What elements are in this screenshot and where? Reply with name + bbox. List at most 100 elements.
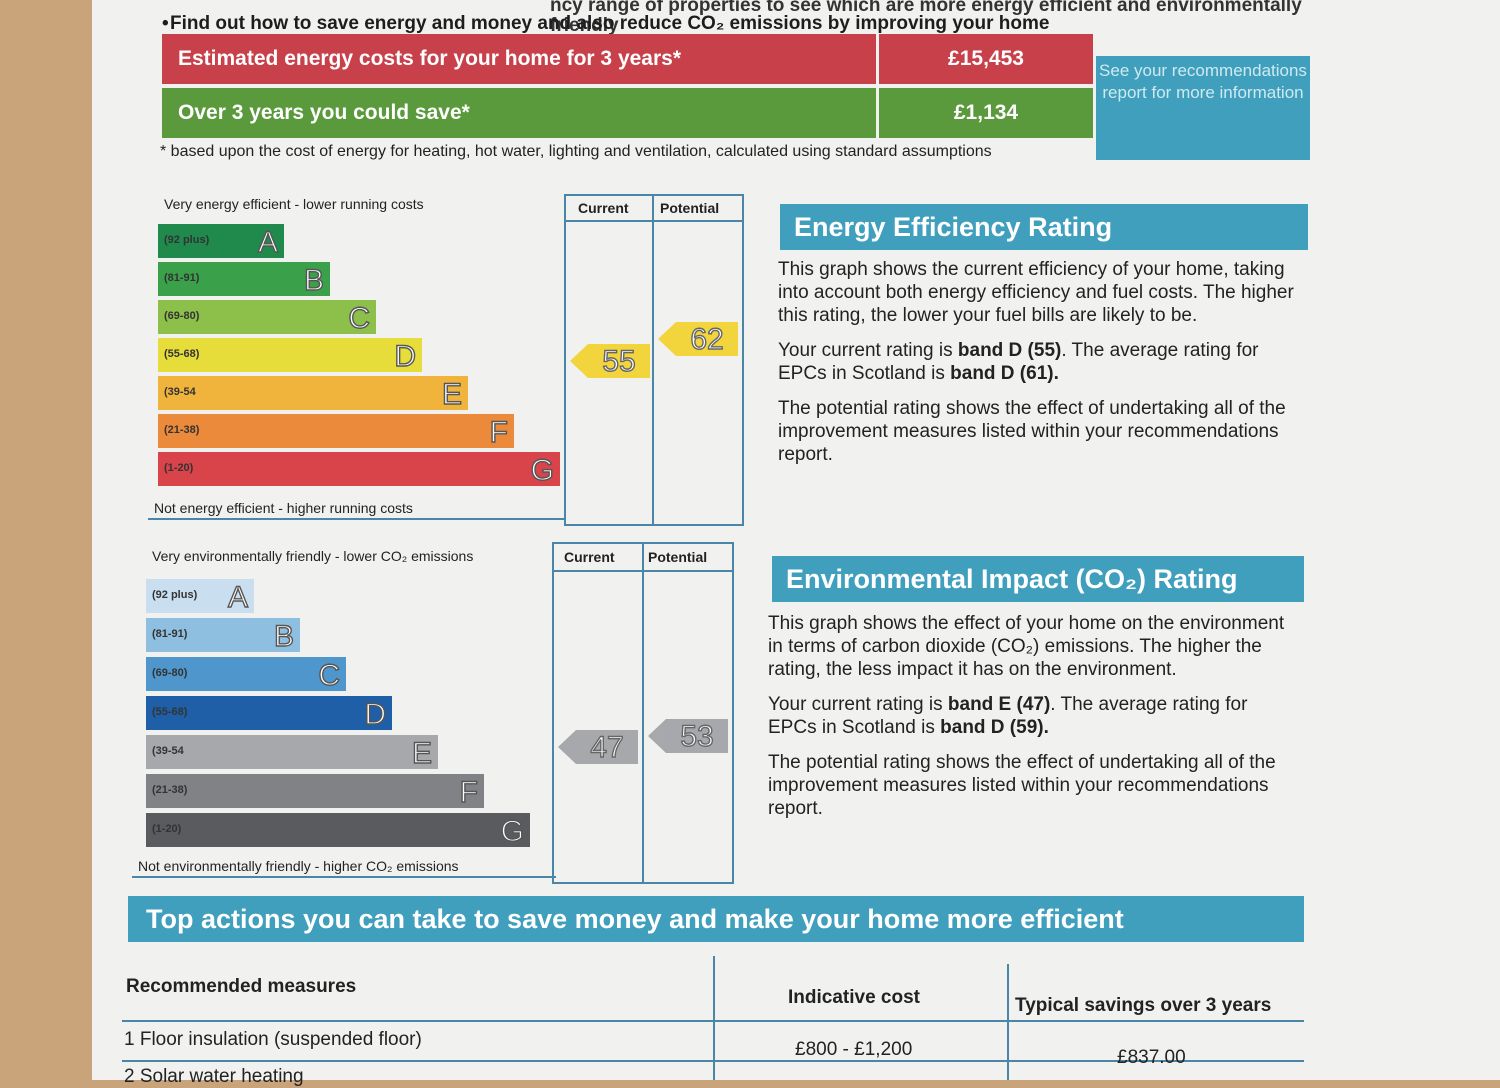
eir-current-band: band E (47)	[947, 694, 1051, 715]
co2-columns-box: Current Potential	[552, 542, 734, 884]
eir-paragraph-3: The potential rating shows the effect of…	[768, 752, 1276, 819]
eir-p2-mid: . The average rating for EPCs in Scotlan…	[768, 694, 1248, 738]
co2-band-e: (39-54 E	[146, 735, 438, 771]
table-divider-2	[1007, 964, 1009, 1080]
energy-chart-top-label: Very energy efficient - lower running co…	[164, 196, 424, 212]
savings-label: Over 3 years you could save*	[162, 88, 876, 138]
band-range-label: (55-68)	[152, 706, 188, 718]
energy-columns-divider	[652, 196, 654, 524]
intro-line: Find out how to save energy and money an…	[170, 13, 1050, 34]
band-letter: C	[348, 301, 371, 335]
energy-band-c: (69-80) C	[158, 300, 376, 336]
band-range-label: (92 plus)	[164, 234, 210, 246]
band-range-label: (1-20)	[164, 462, 194, 474]
eer-average-band: band D (61).	[950, 363, 1059, 384]
energy-current-header: Current	[578, 200, 629, 216]
co2-band-f: (21-38) F	[146, 774, 484, 810]
energy-efficiency-title: Energy Efficiency Rating	[780, 204, 1308, 250]
eer-paragraph-1: This graph shows the current efficiency …	[778, 259, 1294, 326]
co2-chart-top-label: Very environmentally friendly - lower CO…	[152, 548, 474, 564]
band-letter: B	[303, 263, 324, 297]
intro-section: ncy range of properties to see which are…	[162, 0, 1320, 46]
table-row-line	[122, 1060, 1304, 1062]
energy-efficiency-chart: Very energy efficient - lower running co…	[148, 190, 748, 530]
rating-value: 47	[590, 730, 625, 764]
intro-line-cut: ncy range of properties to see which are…	[550, 0, 1302, 36]
see-recommendations-box: See your recommendations report for more…	[1096, 56, 1310, 160]
band-letter: D	[364, 697, 387, 731]
energy-band-f: (21-38) F	[158, 414, 514, 450]
energy-potential-rating-marker: 62	[658, 322, 738, 357]
band-range-label: (81-91)	[164, 272, 200, 284]
co2-band-b: (81-91) B	[146, 618, 300, 654]
energy-band-d: (55-68) D	[158, 338, 422, 374]
band-letter: A	[257, 225, 278, 259]
band-range-label: (92 plus)	[152, 589, 198, 601]
eer-current-band: band D (55)	[957, 340, 1062, 361]
eir-p2-text: Your current rating is	[768, 694, 948, 715]
savings-value: £1,134	[879, 88, 1093, 138]
eir-paragraph-2: Your current rating is band E (47). The …	[768, 693, 1294, 739]
measure-1-cost: £800 - £1,200	[795, 1039, 913, 1060]
co2-band-a: (92 plus) A	[146, 579, 254, 615]
band-letter: G	[500, 814, 525, 848]
band-letter: C	[318, 658, 341, 692]
co2-current-rating-marker: 47	[558, 730, 638, 765]
eer-p2-mid: . The average rating for EPCs in Scotlan…	[778, 340, 1259, 384]
band-range-label: (21-38)	[152, 784, 188, 796]
co2-current-header: Current	[564, 549, 615, 565]
intro-bullet: •	[162, 13, 169, 34]
band-range-label: (69-80)	[152, 667, 188, 679]
environmental-impact-title: Environmental Impact (CO₂) Rating	[772, 556, 1304, 602]
band-letter: D	[394, 339, 417, 373]
energy-current-rating-marker: 55	[570, 344, 650, 379]
measure-2: 2 Solar water heating	[124, 1066, 304, 1087]
estimated-costs-value: £15,453	[879, 34, 1093, 84]
band-letter: G	[530, 453, 555, 487]
eir-paragraph-1: This graph shows the effect of your home…	[768, 613, 1285, 680]
co2-columns-divider	[642, 544, 644, 882]
energy-chart-bottom-label: Not energy efficient - higher running co…	[154, 500, 413, 516]
energy-chart-baseline	[148, 518, 566, 520]
co2-potential-header: Potential	[648, 549, 708, 565]
rating-value: 53	[680, 719, 715, 753]
band-letter: A	[227, 580, 248, 614]
energy-potential-header: Potential	[660, 200, 720, 216]
co2-chart-baseline	[132, 876, 556, 878]
estimated-costs-label: Estimated energy costs for your home for…	[162, 34, 876, 84]
table-divider-1	[713, 956, 715, 1080]
band-letter: B	[273, 619, 294, 653]
measure-1-savings: £837.00	[1117, 1047, 1186, 1068]
measure-1: 1 Floor insulation (suspended floor)	[124, 1029, 422, 1050]
band-range-label: (39-54	[164, 386, 196, 398]
band-range-label: (69-80)	[164, 310, 200, 322]
co2-band-c: (69-80) C	[146, 657, 346, 693]
co2-band-g: (1-20) G	[146, 813, 530, 849]
band-letter: E	[411, 736, 432, 770]
co2-potential-rating-marker: 53	[648, 719, 728, 754]
energy-band-g: (1-20) G	[158, 452, 560, 488]
energy-band-a: (92 plus) A	[158, 224, 284, 260]
band-range-label: (1-20)	[152, 823, 182, 835]
savings-column-header: Typical savings over 3 years	[1015, 995, 1272, 1016]
rating-value: 62	[690, 322, 725, 356]
energy-band-e: (39-54 E	[158, 376, 468, 412]
environmental-impact-chart: Very environmentally friendly - lower CO…	[132, 542, 738, 887]
eer-p2-text: Your current rating is	[778, 340, 958, 361]
band-range-label: (39-54	[152, 745, 184, 757]
costs-footnote: * based upon the cost of energy for heat…	[160, 143, 992, 160]
band-range-label: (55-68)	[164, 348, 200, 360]
eer-paragraph-3: The potential rating shows the effect of…	[778, 398, 1286, 465]
band-range-label: (21-38)	[164, 424, 200, 436]
environmental-impact-text: This graph shows the effect of your home…	[768, 612, 1294, 832]
energy-band-b: (81-91) B	[158, 262, 330, 298]
eer-paragraph-2: Your current rating is band D (55). The …	[778, 339, 1298, 385]
rating-value: 55	[602, 344, 637, 378]
co2-columns-header-line	[554, 570, 732, 572]
eir-average-band: band D (59).	[940, 717, 1049, 738]
measures-column-header: Recommended measures	[126, 976, 357, 997]
co2-band-d: (55-68) D	[146, 696, 392, 732]
band-letter: F	[489, 415, 509, 449]
cost-column-header: Indicative cost	[788, 987, 920, 1008]
band-letter: F	[459, 775, 479, 809]
